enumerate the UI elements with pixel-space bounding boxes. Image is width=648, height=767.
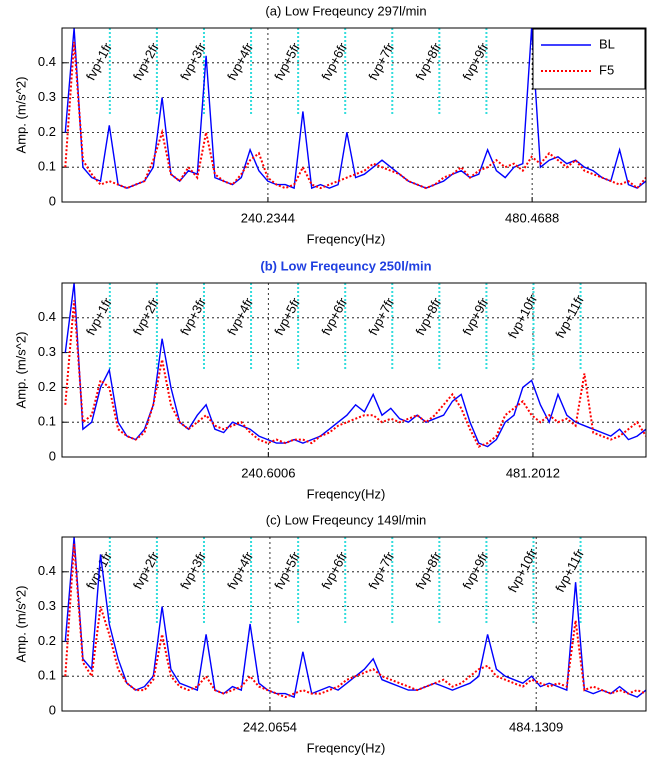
x-tick-label: 240.2344 (241, 210, 295, 225)
panel-title: (b) Low Freqeuncy 250l/min (260, 258, 431, 273)
axes-frame (61, 282, 647, 458)
y-tick-label: 0.2 (38, 633, 56, 648)
y-tick-label: 0.4 (38, 54, 56, 69)
y-tick-label: 0.1 (38, 414, 56, 429)
series-line (64, 300, 646, 448)
y-tick-label: 0.3 (38, 598, 56, 613)
series-line (64, 543, 646, 699)
x-tick-label: 242.0654 (243, 719, 297, 734)
series-line (64, 27, 646, 190)
panel-title: (a) Low Freqeuncy 297l/min (265, 3, 426, 18)
x-tick-label: 484.1309 (509, 719, 563, 734)
y-tick-label: 0.2 (38, 124, 56, 139)
y-axis-label: Amp. (m/s^2) (13, 586, 28, 663)
y-tick-label: 0.4 (38, 563, 56, 578)
y-tick-label: 0 (49, 702, 56, 717)
y-tick-label: 0.2 (38, 379, 56, 394)
legend-label: BL (599, 36, 615, 51)
panel-title: (c) Low Freqeuncy 149l/min (266, 512, 426, 527)
series-line (64, 41, 646, 190)
y-tick-label: 0.3 (38, 344, 56, 359)
legend-label: F5 (599, 62, 614, 77)
x-axis-label: Freqency(Hz) (307, 231, 386, 246)
panel: (b) Low Freqeuncy 250l/min 0 0.1 0.2 0.3 0.4 2… (13, 258, 647, 501)
y-tick-label: 0 (49, 193, 56, 208)
y-tick-label: 0.1 (38, 159, 56, 174)
legend-box (532, 28, 646, 90)
axes-frame (61, 536, 647, 712)
series-line (64, 282, 646, 448)
panel: (a) Low Freqeuncy 297l/min 0 0.1 0.2 0.3 0.4 2… (13, 3, 647, 246)
y-tick-label: 0 (49, 448, 56, 463)
y-axis-label: Amp. (m/s^2) (13, 77, 28, 154)
y-tick-label: 0.3 (38, 89, 56, 104)
axes-frame (61, 27, 647, 203)
y-tick-label: 0.4 (38, 309, 56, 324)
x-tick-label: 481.2012 (506, 465, 560, 480)
y-tick-label: 0.1 (38, 668, 56, 683)
panel: (c) Low Freqeuncy 149l/min 0 0.1 0.2 0.3 0.4 2… (13, 512, 647, 755)
x-tick-label: 240.6006 (241, 465, 295, 480)
y-axis-label: Amp. (m/s^2) (13, 332, 28, 409)
x-tick-label: 480.4688 (505, 210, 559, 225)
x-axis-label: Freqency(Hz) (307, 740, 386, 755)
x-axis-label: Freqency(Hz) (307, 486, 386, 501)
